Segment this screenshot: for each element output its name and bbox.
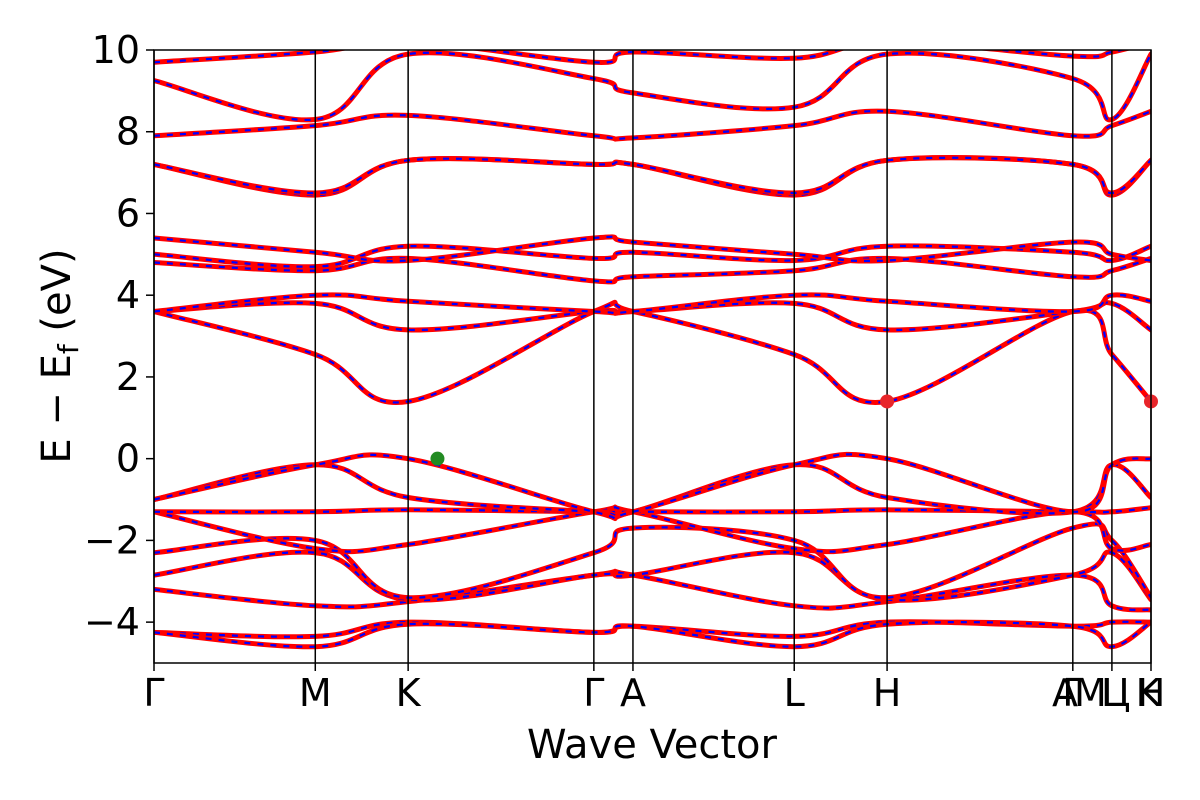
plot-frame: [153, 49, 1152, 664]
band-line-red: [154, 155, 1151, 198]
cbm-marker: [880, 394, 895, 409]
y-tick-label: 0: [116, 437, 140, 481]
band-line-blue-dashed: [154, 156, 1151, 195]
x-tick-label: A: [1052, 671, 1078, 715]
y-tick-label: 6: [116, 191, 140, 235]
plot-area: [153, 49, 1158, 664]
y-axis-label-sub: f: [52, 343, 85, 354]
band-line-blue-dashed: [154, 293, 1151, 315]
y-tick-label: −4: [84, 600, 140, 644]
band-line-blue-dashed: [154, 156, 1151, 197]
x-tick-label: Γ: [1062, 671, 1083, 715]
band-line-red: [154, 255, 1151, 285]
x-tick-label: Γ: [583, 671, 604, 715]
y-tick-label: 2: [116, 355, 140, 399]
x-tick-label: M: [1074, 671, 1107, 715]
x-tick-label: H: [873, 671, 902, 715]
band-line-red: [154, 155, 1151, 196]
bands-group: [154, 50, 1151, 650]
band-line-blue-dashed: [154, 550, 1151, 602]
band-line-red: [154, 108, 1151, 142]
x-tick-label: L: [784, 671, 805, 715]
y-axis: −4 −2 0 2 4 6 8 10: [84, 28, 154, 644]
x-tick-label: K: [1136, 671, 1162, 715]
band-line-blue-dashed: [154, 301, 1151, 332]
x-tick-label: H: [1137, 671, 1166, 715]
y-axis-label: E − Ef (eV): [34, 248, 85, 463]
x-tick-label: K: [396, 671, 422, 715]
y-axis-label-tail: (eV): [34, 248, 80, 344]
x-tick-label: Ц: [1101, 671, 1131, 715]
band-line-blue-dashed: [154, 506, 1151, 514]
y-tick-label: 10: [92, 28, 140, 72]
band-line-red: [154, 451, 1151, 522]
y-axis-label-main: E − E: [34, 354, 80, 464]
x-tick-label: Γ: [143, 671, 164, 715]
y-tick-label: 8: [116, 110, 140, 154]
x-tick-label: A: [620, 671, 646, 715]
band-line-red: [154, 234, 1151, 264]
band-line-red: [154, 50, 1132, 65]
x-tick-label: L: [1101, 671, 1122, 715]
band-line-blue-dashed: [154, 51, 1151, 122]
x-axis-label: Wave Vector: [527, 722, 778, 768]
vbm-marker: [430, 451, 445, 466]
band-line-red: [154, 299, 1151, 405]
x-tick-label: M: [299, 671, 332, 715]
y-tick-label: −2: [84, 518, 140, 562]
y-tick-label: 4: [116, 273, 140, 317]
band-line-blue-dashed: [154, 621, 1151, 648]
